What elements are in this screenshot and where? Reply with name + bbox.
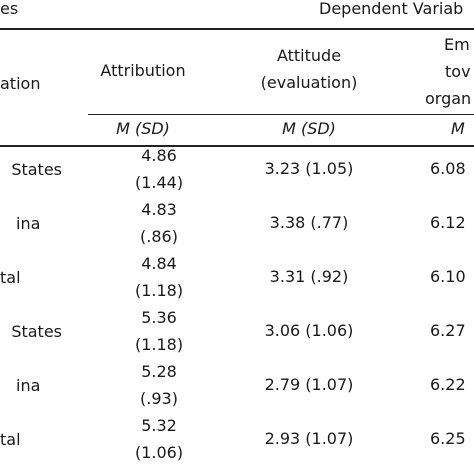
attribution-sd: (1.18): [134, 281, 184, 300]
emotion-value: 6.12: [430, 213, 466, 232]
emotion-value: 6.10: [430, 267, 466, 286]
row-label: States: [11, 322, 62, 341]
attitude-value: 3.06 (1.06): [264, 321, 354, 340]
row-label: tal: [0, 268, 21, 287]
top-rule: [0, 28, 474, 30]
attribution-mean: 4.84: [141, 254, 177, 273]
row-label: ina: [16, 214, 41, 233]
attribution-mean: 5.36: [141, 308, 177, 327]
attitude-value: 2.93 (1.07): [264, 429, 354, 448]
header-col0-label: es: [0, 0, 19, 18]
header-bottom-rule: [0, 145, 474, 147]
emotion-value: 6.27: [430, 321, 466, 340]
attribution-sd: (1.06): [134, 443, 184, 462]
row-label: States: [11, 160, 62, 179]
header-emotion-line2: tov: [445, 62, 471, 81]
attribution-mean: 5.28: [141, 362, 177, 381]
attitude-value: 3.23 (1.05): [264, 159, 354, 178]
attribution-mean: 4.83: [141, 200, 177, 219]
attribution-mean: 4.86: [141, 146, 177, 165]
stat-label-emotion: M: [451, 119, 465, 138]
attitude-value: 3.38 (.77): [269, 213, 349, 232]
attribution-sd: (1.44): [134, 173, 184, 192]
header-group-label: Dependent Variab: [319, 0, 464, 18]
emotion-value: 6.25: [430, 429, 466, 448]
attitude-value: 3.31 (.92): [269, 267, 349, 286]
attribution-sd: (1.18): [134, 335, 184, 354]
header-emotion-line3: organ: [425, 89, 472, 108]
header-emotion-line1: Em: [444, 35, 470, 54]
header-attribution: Attribution: [100, 61, 186, 80]
stat-label-attribution: M (SD): [116, 119, 170, 138]
stat-label-attitude: M (SD): [282, 119, 336, 138]
emotion-value: 6.08: [430, 159, 466, 178]
subgroup-rule: [88, 114, 474, 115]
header-row-label: ation: [0, 74, 41, 93]
attribution-sd: (.86): [140, 227, 178, 246]
emotion-value: 6.22: [430, 375, 466, 394]
row-label: tal: [0, 430, 21, 449]
attitude-value: 2.79 (1.07): [264, 375, 354, 394]
header-attitude-line1: Attitude: [276, 46, 342, 65]
attribution-sd: (.93): [140, 389, 178, 408]
attribution-mean: 5.32: [141, 416, 177, 435]
row-label: ina: [16, 376, 41, 395]
header-attitude-line2: (evaluation): [260, 73, 358, 92]
